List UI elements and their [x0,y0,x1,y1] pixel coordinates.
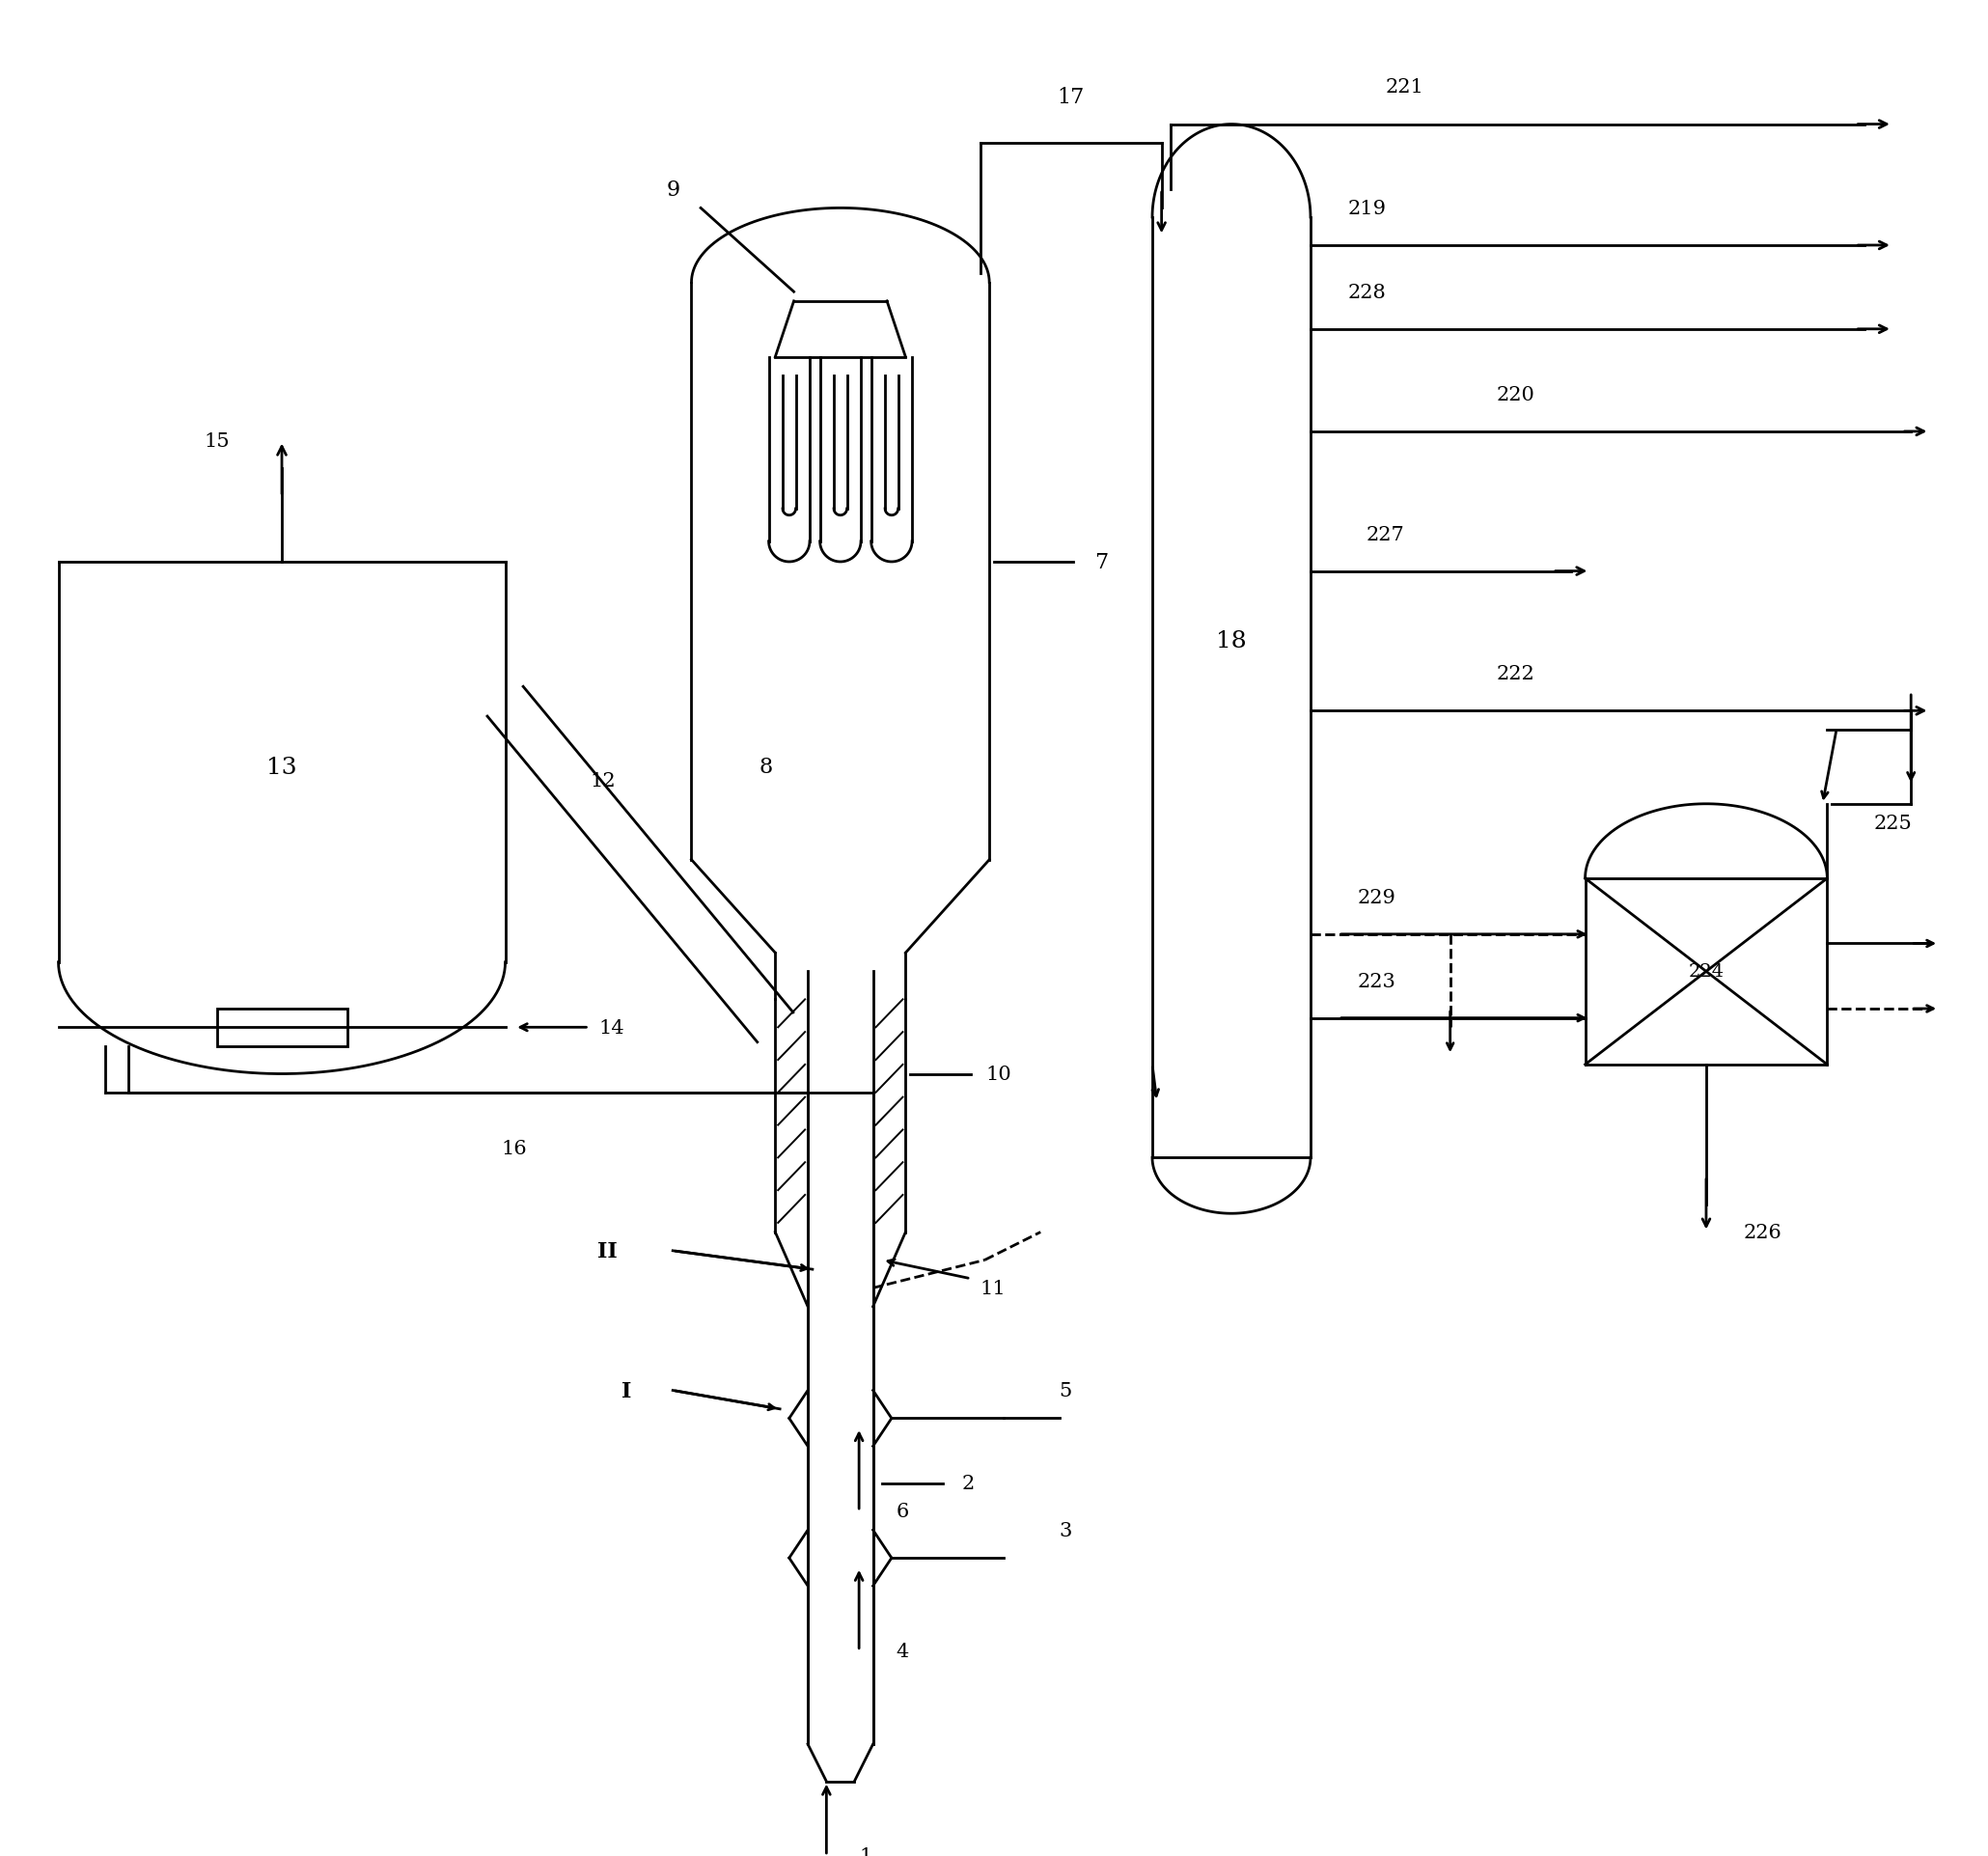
Text: 229: 229 [1358,889,1396,906]
Text: 5: 5 [1060,1381,1072,1399]
Text: 6: 6 [897,1502,909,1520]
Text: 3: 3 [1060,1520,1072,1539]
Text: 225: 225 [1875,813,1912,831]
Text: 13: 13 [266,755,296,778]
Text: I: I [622,1381,632,1401]
Text: 16: 16 [501,1140,527,1158]
Text: 226: 226 [1743,1223,1781,1242]
Text: 18: 18 [1217,631,1246,653]
Text: 2: 2 [962,1474,974,1492]
Text: 220: 220 [1497,386,1535,405]
Text: II: II [598,1240,618,1262]
Text: 12: 12 [590,772,616,791]
Text: 219: 219 [1348,200,1386,217]
Text: 228: 228 [1348,284,1386,303]
Text: 10: 10 [986,1065,1012,1084]
Text: 8: 8 [759,757,773,778]
Text: 11: 11 [980,1279,1006,1297]
Text: 15: 15 [205,432,229,451]
Bar [217,1010,348,1047]
Text: 223: 223 [1358,973,1396,991]
Text: 14: 14 [598,1019,624,1038]
Text: 222: 222 [1497,664,1535,683]
Text: 1: 1 [859,1847,873,1856]
Text: 224: 224 [1688,963,1724,980]
Text: 9: 9 [666,180,680,200]
Text: 227: 227 [1366,525,1406,544]
Text: 17: 17 [1058,87,1083,108]
Text: 221: 221 [1386,78,1423,97]
Text: 4: 4 [897,1643,909,1661]
Text: 7: 7 [1093,551,1107,574]
